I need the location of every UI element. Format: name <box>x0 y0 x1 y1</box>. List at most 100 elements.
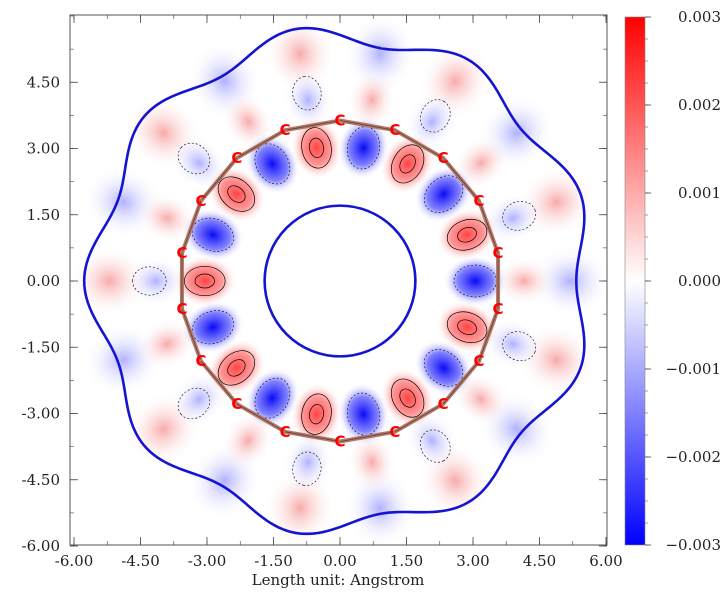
negative-contour <box>292 451 322 486</box>
positive-contour <box>184 265 226 297</box>
outer-density-lobe <box>530 245 607 317</box>
outer-density-lobe <box>283 431 333 494</box>
inner-density-lobe <box>337 116 390 180</box>
positive-contour <box>399 154 416 174</box>
x-tick-label: -3.00 <box>188 552 226 570</box>
cc-bond-core <box>394 129 444 159</box>
negative-contour <box>502 200 536 231</box>
inner-density-lobe <box>414 339 474 397</box>
cc-bond-core <box>181 200 202 254</box>
positive-contour <box>390 144 425 184</box>
positive-contour <box>309 404 324 425</box>
carbon-atom-label: C <box>176 244 187 262</box>
outer-density-lobe <box>492 256 556 306</box>
x-axis-title: Length unit: Angstrom <box>252 571 425 589</box>
density-map: C C C C C C C C C C C C C C C C C C <box>70 15 607 545</box>
x-tick-label: 3.00 <box>456 552 489 570</box>
cc-bond-core <box>339 431 395 442</box>
cc-bond-core <box>236 403 286 433</box>
colorbar <box>625 17 645 545</box>
y-tick-label: -1.50 <box>22 338 60 356</box>
inner-density-contour <box>263 204 417 358</box>
axes: -6.00 -4.50 -3.00 -1.50 0.00 1.50 3.00 4.50 6.00… <box>22 15 623 570</box>
positive-contour <box>399 388 416 408</box>
cc-bond-core <box>200 157 238 202</box>
colorbar-tick-label: −0.001 <box>665 360 721 378</box>
outer-density-lobe <box>283 68 333 131</box>
inner-density-lobe <box>290 382 343 446</box>
colorbar-axis: 0.003 0.002 0.001 0.000 −0.001 −0.002 −0.003 <box>645 8 721 554</box>
negative-contour <box>177 387 211 420</box>
outer-density-contour <box>82 26 586 536</box>
cc-bond-core <box>200 360 238 405</box>
y-tick-label: 1.50 <box>27 206 60 224</box>
carbon-atom-label: C <box>196 352 207 370</box>
positive-contour <box>227 359 246 377</box>
carbon-atom-label: C <box>196 192 207 210</box>
inner-density-lobe <box>443 255 508 307</box>
inner-density-lobe <box>244 367 300 429</box>
carbon-atom-label: C <box>280 121 291 139</box>
outer-density-lobe <box>347 68 397 131</box>
inner-density-lobe <box>435 208 499 262</box>
x-tick-label: -4.50 <box>121 552 159 570</box>
positive-contour <box>390 378 425 418</box>
carbon-atom-label: C <box>389 121 400 139</box>
negative-contour <box>420 99 451 133</box>
cc-bond-core <box>285 431 341 442</box>
inner-density-lobe <box>244 133 300 195</box>
positive-contour <box>217 350 256 386</box>
carbon-atom-label: C <box>334 112 345 130</box>
colorbar-tick-label: −0.003 <box>665 536 721 554</box>
y-tick-label: 0.00 <box>27 272 60 290</box>
positive-contour <box>301 393 332 435</box>
positive-contour <box>301 127 332 169</box>
x-tick-label: 1.50 <box>390 552 423 570</box>
carbon-atom-label: C <box>334 432 345 450</box>
carbon-atom-label: C <box>493 300 504 318</box>
y-tick-label: -3.00 <box>22 405 60 423</box>
cc-bond-core <box>478 200 499 254</box>
colorbar-tick-label: 0.000 <box>678 272 721 290</box>
outer-density-lobe <box>70 245 150 317</box>
positive-contour <box>217 176 256 212</box>
positive-contour <box>446 311 488 344</box>
positive-contour <box>457 319 477 335</box>
inner-density-lobe <box>380 133 436 195</box>
outer-density-lobe <box>347 431 397 494</box>
y-tick-label: -6.00 <box>22 537 60 555</box>
negative-contour <box>177 142 211 175</box>
y-tick-label: 3.00 <box>27 140 60 158</box>
cc-bond-core <box>236 129 286 159</box>
colorbar-tick-label: 0.001 <box>678 184 721 202</box>
y-tick-label: -4.50 <box>22 471 60 489</box>
carbon-atom-label: C <box>438 149 449 167</box>
inner-density-lobe <box>290 116 343 180</box>
positive-contour <box>227 185 246 203</box>
inner-density-lobe <box>172 255 237 307</box>
positive-contour <box>309 137 324 158</box>
carbon-atom-label: C <box>231 395 242 413</box>
x-tick-label: 6.00 <box>589 552 622 570</box>
colorbar-tick-label: 0.003 <box>678 8 721 26</box>
negative-contour <box>420 429 451 463</box>
colorbar-tick-label: −0.002 <box>665 448 721 466</box>
inner-density-lobe <box>380 367 436 429</box>
carbon-atom-label: C <box>176 300 187 318</box>
x-tick-label: 0.00 <box>323 552 356 570</box>
negative-contour <box>132 266 167 296</box>
plot-frame <box>69 14 608 546</box>
carbon-atom-label: C <box>231 149 242 167</box>
inner-density-lobe <box>435 300 499 354</box>
x-tick-label: -1.50 <box>254 552 292 570</box>
positive-contour <box>457 227 477 243</box>
inner-density-lobe <box>414 165 474 223</box>
y-tick-label: 4.50 <box>27 73 60 91</box>
cc-bond-core <box>442 157 480 202</box>
cc-bond-core <box>285 120 341 131</box>
positive-contour <box>194 273 215 289</box>
carbon-atom-label: C <box>473 352 484 370</box>
cc-bond-core <box>478 308 499 362</box>
carbon-atom-label: C <box>389 423 400 441</box>
